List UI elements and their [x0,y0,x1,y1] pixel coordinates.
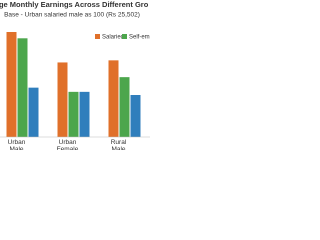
legend-label: Salaried [102,35,124,41]
bar [130,95,141,137]
bar [17,38,28,137]
chart-subtitle: Base - Urban salaried male as 100 (Rs 25… [4,12,140,19]
bar [57,62,68,138]
page: {"chart_data":{"type":"bar","title":"era… [0,0,150,150]
x-tick-label: Rural Male [111,139,127,150]
x-tick-label: Urban Male [8,139,26,150]
x-tick-label: Urban Female [57,139,79,150]
bar [6,32,17,137]
bar [79,91,90,137]
bar [68,91,79,137]
bar [108,60,119,137]
legend-swatch [122,34,127,39]
chart-title: erage Monthly Earnings Across Different … [0,0,149,9]
legend-label: Self-employed [129,35,150,41]
legend-swatch [95,34,100,39]
bar [119,77,130,137]
chart: erage Monthly Earnings Across Different … [0,0,150,150]
bar [28,87,39,137]
